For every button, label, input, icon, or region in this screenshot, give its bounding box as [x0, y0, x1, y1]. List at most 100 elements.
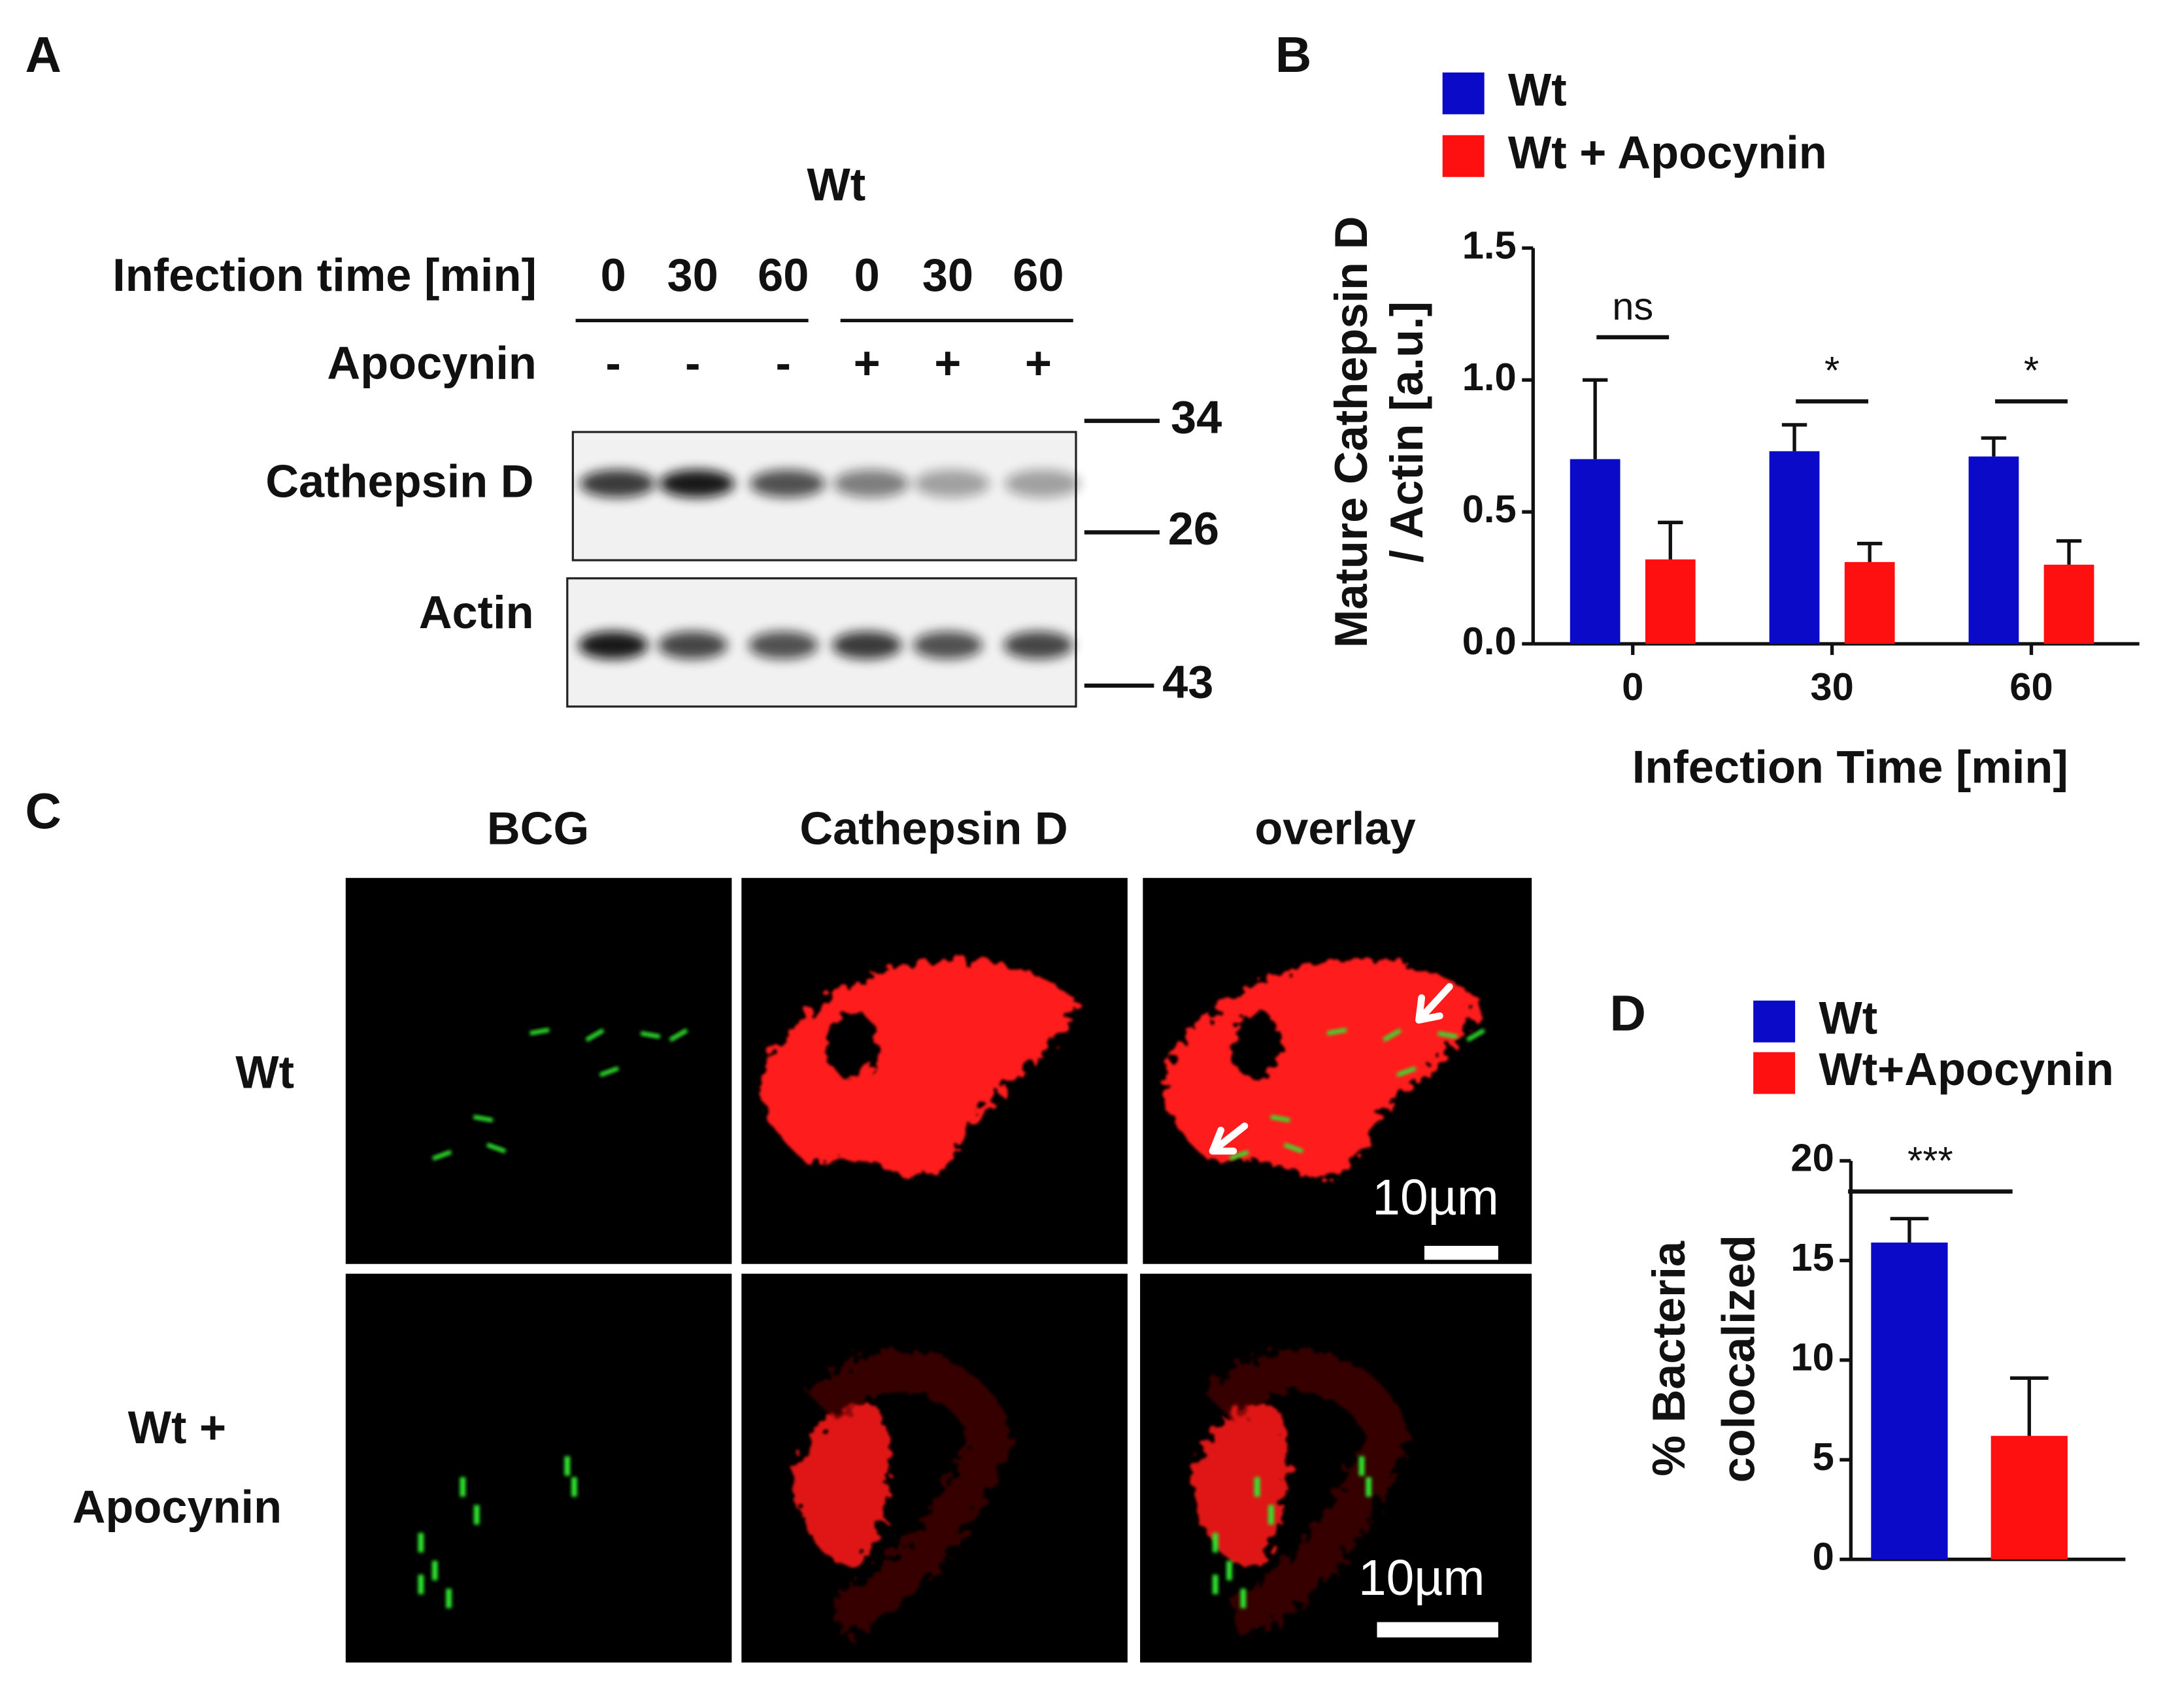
blot: [571, 431, 1077, 561]
band: [1005, 469, 1081, 498]
bacterium: [669, 1028, 688, 1042]
row-label: Wt: [235, 1046, 294, 1097]
panel-label: C: [25, 784, 61, 840]
blot-label: Cathepsin D: [265, 456, 533, 507]
error-bar: [2009, 1376, 2049, 1436]
blot: [566, 577, 1077, 708]
bacterium: [1226, 1560, 1232, 1580]
bacterium: [585, 1028, 605, 1042]
panel-label: A: [25, 27, 61, 83]
significance-label: *: [1824, 348, 1840, 392]
legend-swatch: [1442, 135, 1485, 177]
row-label: Apocynin: [327, 337, 536, 388]
legend-label: Wt + Apocynin: [1508, 126, 1827, 178]
y-axis-label: Mature Cathepsin D: [1325, 216, 1377, 648]
time-label: 0: [854, 249, 880, 301]
bacterium: [1254, 1477, 1260, 1497]
bar: [1991, 1435, 2068, 1560]
x-tick-label: 60: [2009, 665, 2053, 709]
bar: [1871, 1242, 1948, 1560]
bacterium: [1437, 1031, 1458, 1039]
bacterium: [473, 1114, 494, 1123]
scale-bar-label: 10µm: [1372, 1170, 1499, 1226]
bacterium: [486, 1143, 507, 1154]
column-label: Cathepsin D: [799, 802, 1067, 854]
column-label: overlay: [1254, 802, 1415, 854]
arrow: [1209, 1122, 1249, 1155]
bacterium: [418, 1533, 424, 1553]
marker-label: 43: [1162, 656, 1213, 708]
band: [748, 631, 818, 660]
bacterium: [418, 1575, 424, 1595]
bacterium: [1283, 1143, 1303, 1154]
error-bar: [1658, 520, 1683, 560]
group-label: Wt: [807, 158, 865, 210]
scale-bar: [1377, 1622, 1498, 1638]
legend-swatch: [1753, 1000, 1796, 1043]
time-label: 30: [922, 249, 973, 301]
row-label: Infection time [min]: [112, 249, 537, 301]
charts: 0.0 0.5 1.0 1.5 0 ns 30 * 60 * Wt Wt + Apocynin Matu…: [1325, 63, 2140, 1578]
y-tick-label: 20: [1790, 1136, 1834, 1180]
legend-label: Wt: [1819, 992, 1877, 1043]
legend-swatch: [1442, 72, 1485, 114]
bar: [1645, 559, 1696, 644]
treatment-label: +: [934, 337, 961, 388]
treatment-label: -: [605, 337, 620, 388]
time-label: 30: [667, 249, 718, 301]
micrograph: [345, 878, 732, 1264]
y-tick-label: 1.5: [1462, 223, 1517, 267]
bacterium: [1396, 1066, 1417, 1077]
bacterium: [1240, 1588, 1247, 1609]
bacterium: [1212, 1533, 1218, 1553]
band: [659, 469, 735, 498]
significance-label: ns: [1612, 284, 1653, 328]
error-bar: [1856, 541, 1883, 562]
x-tick-label: 30: [1810, 665, 1853, 709]
treatment-label: -: [776, 337, 791, 388]
bacterium: [446, 1588, 452, 1609]
error-bar: [1981, 436, 2007, 457]
micrograph: [345, 1273, 732, 1663]
marker-label: 34: [1171, 391, 1222, 443]
treatment-label: -: [685, 337, 700, 388]
legend-label: Wt+Apocynin: [1819, 1043, 2113, 1095]
bacterium: [1229, 1150, 1249, 1161]
y-tick-label: 10: [1790, 1335, 1834, 1379]
bacterium: [1358, 1456, 1365, 1476]
band: [579, 469, 656, 498]
error-bar: [1890, 1216, 1929, 1243]
panel-label: D: [1610, 986, 1646, 1042]
legend-swatch: [1753, 1052, 1796, 1094]
band: [833, 469, 909, 498]
bacterium: [1270, 1114, 1290, 1123]
band: [832, 631, 902, 660]
scale-bar-label: 10µm: [1358, 1550, 1485, 1606]
cell-signal: [807, 1350, 1012, 1637]
y-tick-label: 0.5: [1462, 487, 1517, 531]
y-axis-label: colocalized: [1713, 1235, 1764, 1482]
bacterium: [1366, 1477, 1371, 1497]
y-axis-label: % Bacteria: [1643, 1241, 1694, 1477]
scale-bar: [1424, 1246, 1498, 1260]
arrow: [1415, 983, 1453, 1024]
bands: [578, 469, 1081, 660]
cell-signal: [760, 959, 1081, 1179]
bacterium: [431, 1560, 438, 1580]
time-label: 0: [601, 249, 626, 301]
bar: [1968, 456, 2019, 644]
significance-label: *: [2024, 348, 2039, 392]
error-bar: [1582, 378, 1608, 460]
significance-label: ***: [1907, 1139, 1953, 1182]
time-label: 60: [1013, 249, 1064, 301]
bacterium: [564, 1456, 571, 1476]
legend-label: Wt: [1508, 63, 1567, 115]
band: [914, 469, 990, 498]
y-tick-label: 1.0: [1462, 355, 1517, 399]
time-label: 60: [758, 249, 809, 301]
y-tick-label: 0: [1813, 1534, 1834, 1578]
bar: [2043, 564, 2094, 644]
y-tick-label: 5: [1813, 1435, 1834, 1479]
